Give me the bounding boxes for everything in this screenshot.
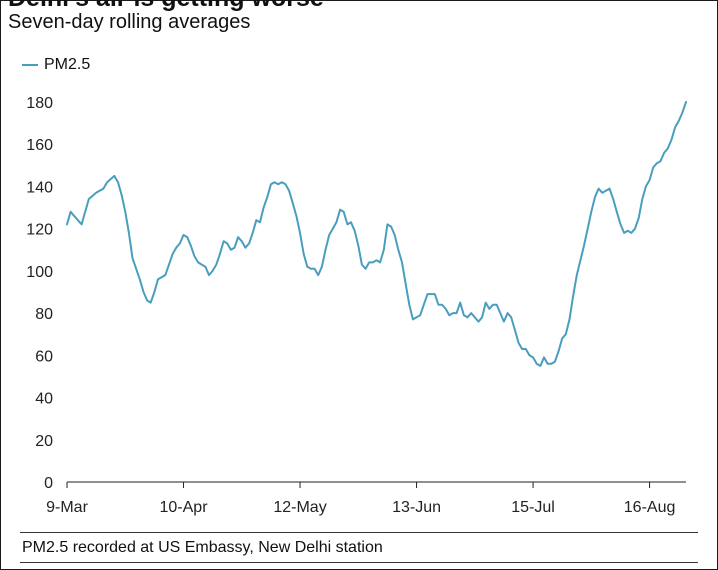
chart-subtitle: Seven-day rolling averages xyxy=(8,11,251,33)
y-axis: 0 20 40 60 80 100 120 140 160 180 xyxy=(26,95,53,492)
y-tick-label: 40 xyxy=(35,391,53,408)
y-tick-label: 100 xyxy=(26,264,53,281)
source-note: PM2.5 recorded at US Embassy, New Delhi … xyxy=(22,539,383,556)
x-tick-label: 9-Mar xyxy=(46,499,88,516)
x-axis: 9-Mar10-Apr12-May13-Jun15-Jul16-Aug17-Se… xyxy=(46,481,686,516)
y-tick-label: 160 xyxy=(26,137,53,154)
x-tick-label: 16-Aug xyxy=(624,499,676,516)
series-line-pm25 xyxy=(66,101,687,367)
x-tick-label: 15-Jul xyxy=(511,499,555,516)
plot-area xyxy=(66,101,687,367)
y-tick-label: 80 xyxy=(35,306,53,323)
y-tick-label: 140 xyxy=(26,179,53,196)
line-chart: 0 20 40 60 80 100 120 140 160 180 9-Mar 10-Apr 12-M… xyxy=(26,95,687,516)
x-tick-label: 13-Jun xyxy=(392,499,441,516)
legend: PM2.5 xyxy=(22,55,90,75)
x-tick-label: 10-Apr xyxy=(160,499,209,516)
x-tick-label: 12-May xyxy=(273,499,326,516)
footer-divider xyxy=(20,532,698,533)
y-tick-label: 180 xyxy=(26,95,53,112)
y-tick-label: 20 xyxy=(35,433,53,450)
y-tick-label: 60 xyxy=(35,348,53,365)
y-tick-label: 0 xyxy=(44,475,53,492)
legend-swatch-pm25 xyxy=(22,64,38,66)
chart-title: Delhi's air is getting worse xyxy=(8,0,324,11)
bottom-divider xyxy=(20,562,698,563)
legend-label-pm25: PM2.5 xyxy=(44,56,91,73)
y-tick-label: 120 xyxy=(26,222,53,239)
